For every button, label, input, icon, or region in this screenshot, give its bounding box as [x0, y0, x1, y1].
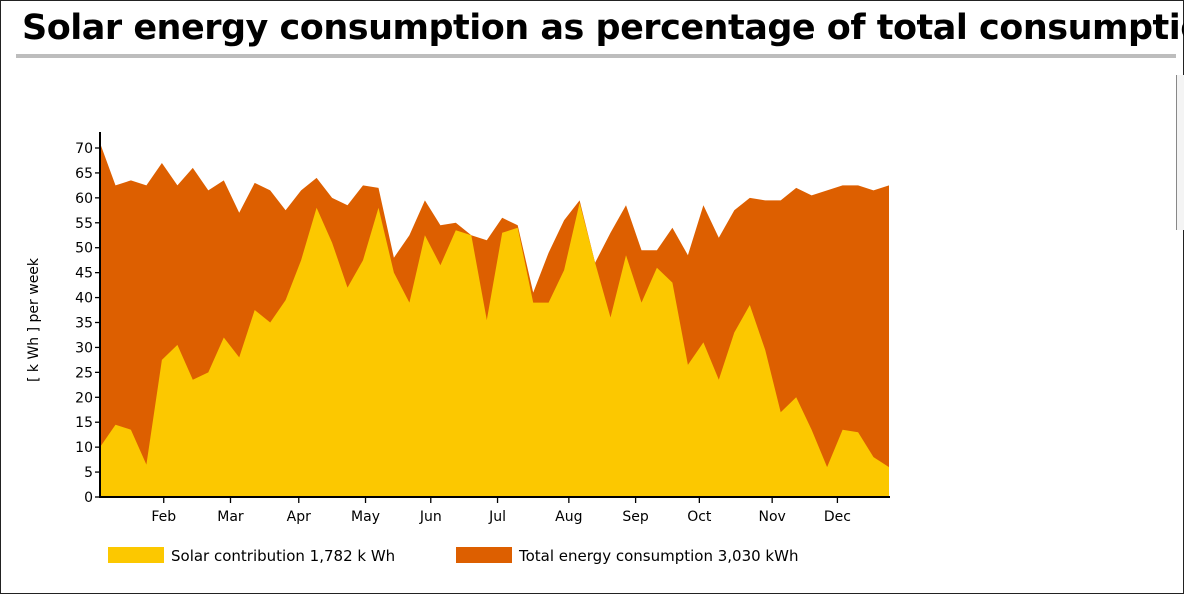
y-tick-label: 55	[75, 216, 93, 232]
x-tick-label: Feb	[151, 509, 176, 525]
x-tick-label: Jun	[419, 509, 442, 525]
y-tick-label: 65	[75, 166, 93, 182]
y-axis-ticks: 0 5 10 15 20 25 30 35 40 45 50 55 60 65 70	[75, 141, 100, 506]
title-underline	[16, 54, 1176, 58]
y-tick-label: 25	[75, 365, 93, 381]
x-tick-label: Aug	[555, 509, 582, 525]
x-tick-label: May	[351, 509, 380, 525]
y-axis-label: [ k Wh ] per week	[26, 257, 42, 382]
y-tick-label: 40	[75, 291, 93, 307]
y-tick-label: 20	[75, 390, 93, 406]
y-tick-label: 45	[75, 266, 93, 282]
y-tick-label: 30	[75, 340, 93, 356]
x-axis-ticks: Feb Mar Apr May Jun Jul Aug Sep Oct Nov Dec	[151, 497, 851, 525]
legend-swatch-solar-contribution	[108, 547, 164, 563]
y-tick-label: 0	[84, 490, 93, 506]
x-tick-label: Sep	[622, 509, 649, 525]
x-tick-label: Jul	[488, 509, 506, 525]
y-tick-label: 50	[75, 241, 93, 257]
x-tick-label: Apr	[287, 509, 311, 525]
x-tick-label: Oct	[687, 509, 712, 525]
y-tick-label: 5	[84, 465, 93, 481]
y-tick-label: 60	[75, 191, 93, 207]
chart-areas	[100, 143, 889, 498]
y-tick-label: 70	[75, 141, 93, 157]
y-tick-label: 15	[75, 415, 93, 431]
series-area-solar-contribution	[100, 202, 889, 498]
x-tick-label: Mar	[217, 509, 244, 525]
legend-swatch-total-energy-consumption	[456, 547, 512, 563]
chart-legend: Solar contribution 1,782 k Wh Total energ…	[108, 547, 798, 565]
chart-title: Solar energy consumption as percentage o…	[22, 8, 1184, 48]
y-tick-label: 35	[75, 316, 93, 332]
x-tick-label: Nov	[759, 509, 786, 525]
x-tick-label: Dec	[824, 509, 851, 525]
legend-label-solar-contribution: Solar contribution 1,782 k Wh	[171, 547, 395, 565]
legend-label-total-energy-consumption: Total energy consumption 3,030 kWh	[518, 547, 798, 565]
y-tick-label: 10	[75, 440, 93, 456]
vertical-scrollbar[interactable]	[1176, 75, 1184, 230]
